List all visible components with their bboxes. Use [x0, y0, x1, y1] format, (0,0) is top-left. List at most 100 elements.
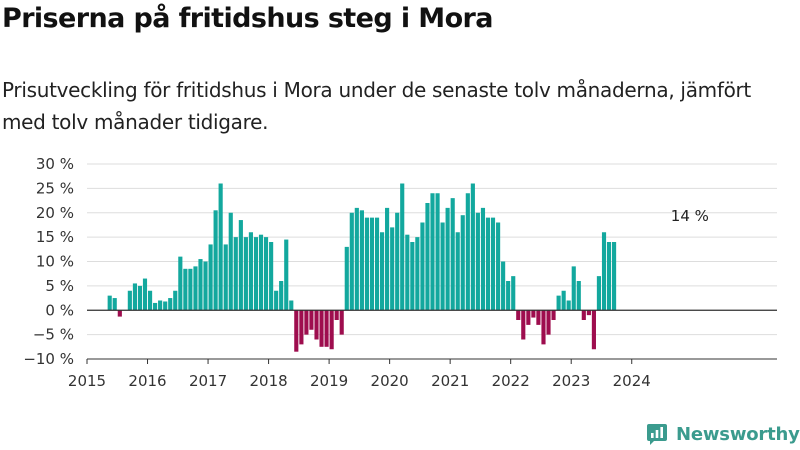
y-tick-label: 25 %	[36, 179, 74, 197]
chart-subtitle: Prisutveckling för fritidshus i Mora und…	[2, 78, 751, 134]
bar	[127, 290, 132, 311]
x-tick-label: 2023	[552, 372, 590, 390]
bar	[586, 310, 591, 316]
y-tick-label: −10 %	[23, 350, 74, 368]
bar	[238, 220, 243, 311]
y-axis-labels: 30 % 25 % 20 % 15 % 10 % 5 % 0 % −5 % −10 %	[23, 155, 74, 368]
bar	[490, 217, 496, 311]
bar	[183, 268, 188, 311]
bar	[581, 310, 586, 320]
bar	[380, 232, 385, 311]
bar	[228, 212, 233, 311]
bar	[460, 215, 465, 311]
bar	[546, 310, 551, 335]
bar	[339, 310, 344, 335]
bar	[470, 183, 475, 311]
bar	[601, 232, 607, 311]
bar	[435, 193, 440, 311]
bar	[430, 193, 435, 311]
bar	[385, 207, 390, 311]
bar	[465, 193, 470, 311]
bar	[551, 310, 556, 320]
bar	[309, 310, 314, 330]
y-tick-label: 30 %	[36, 155, 74, 173]
bar	[263, 237, 269, 311]
x-tick-label: 2016	[128, 372, 166, 390]
bar	[596, 276, 601, 311]
brand-name: Newsworthy	[676, 423, 800, 445]
bar	[168, 298, 173, 311]
bar	[158, 300, 163, 311]
x-tick-label: 2017	[189, 372, 227, 390]
bar	[536, 310, 541, 325]
newsworthy-brand[interactable]: Newsworthy	[645, 420, 800, 448]
bar	[233, 237, 238, 311]
bar	[526, 310, 531, 325]
bar	[420, 222, 425, 311]
bar	[480, 207, 486, 311]
bar	[178, 256, 183, 311]
bar	[364, 217, 370, 311]
bar	[606, 242, 612, 311]
x-tick-label: 2024	[613, 372, 651, 390]
bar	[324, 310, 329, 347]
bar	[132, 283, 138, 311]
bar	[314, 310, 319, 340]
x-tick-label: 2018	[249, 372, 287, 390]
bar	[198, 259, 203, 311]
newsworthy-logo-icon	[647, 424, 667, 445]
x-tick-label: 2021	[431, 372, 469, 390]
bar	[485, 217, 491, 311]
bar	[163, 301, 168, 311]
bar	[279, 281, 284, 311]
bar	[258, 234, 264, 311]
bar	[591, 310, 596, 350]
chart-title: Priserna på fritidshus steg i Mora	[2, 3, 493, 34]
bar	[571, 266, 576, 311]
bar	[112, 298, 117, 311]
bar	[521, 310, 526, 340]
bar	[415, 237, 420, 311]
bar	[117, 310, 122, 317]
bar	[576, 281, 581, 311]
bar	[359, 210, 364, 311]
bar	[541, 310, 546, 345]
x-tick-label: 2022	[492, 372, 530, 390]
bar	[516, 310, 521, 320]
bar	[450, 198, 455, 311]
bar	[410, 242, 415, 311]
bar	[612, 242, 617, 311]
bar	[299, 310, 304, 345]
bar	[531, 310, 536, 318]
bar	[344, 246, 349, 311]
bar	[349, 212, 354, 311]
bar	[354, 207, 359, 311]
bar	[253, 237, 259, 311]
bar	[445, 207, 450, 311]
bar	[475, 212, 480, 311]
bar	[556, 295, 561, 311]
bar	[142, 278, 148, 311]
bar	[304, 310, 309, 335]
bar	[455, 232, 460, 311]
bar	[153, 302, 158, 311]
x-tick-label: 2015	[68, 372, 106, 390]
last-value-label: 14 %	[671, 207, 709, 225]
bar	[405, 234, 410, 311]
bar	[284, 239, 289, 311]
bar	[193, 266, 198, 311]
bar	[148, 290, 153, 311]
x-tick-label: 2020	[371, 372, 409, 390]
bar	[269, 242, 274, 311]
x-axis: 2015 2016 2017 2018 2019 2020 2021 2022 2023 2024	[68, 358, 777, 390]
bar	[203, 261, 208, 311]
bar	[188, 268, 193, 311]
bar	[374, 217, 380, 311]
bar	[107, 295, 112, 311]
x-tick-label: 2019	[310, 372, 348, 390]
bar	[496, 222, 501, 311]
y-tick-label: 15 %	[36, 228, 74, 246]
y-tick-label: 0 %	[45, 301, 74, 319]
bar	[425, 203, 430, 311]
bar	[289, 300, 294, 311]
